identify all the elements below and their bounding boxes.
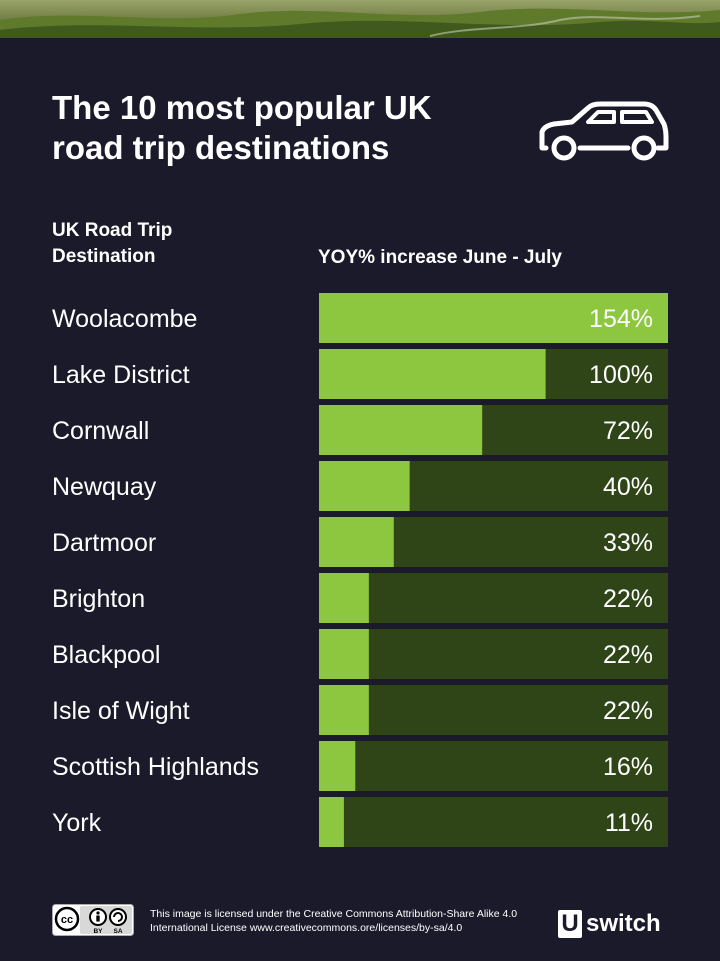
uswitch-logo-word: switch: [586, 910, 661, 937]
value-label: 100%: [589, 361, 653, 389]
value-label: 72%: [603, 417, 653, 445]
value-label: 11%: [605, 809, 653, 837]
cc-sa-label: SA: [113, 928, 122, 935]
uswitch-logo-box: U: [558, 910, 582, 938]
bar: [319, 293, 668, 343]
bar: [319, 349, 546, 399]
license-text: This image is licensed under the Creativ…: [150, 908, 518, 934]
bar: [319, 573, 369, 623]
page-title: The 10 most popular UK road trip destina…: [52, 89, 432, 166]
value-label: 40%: [603, 473, 653, 501]
bar: [319, 461, 410, 511]
category-label: York: [52, 809, 102, 837]
bar-track: [319, 629, 668, 679]
bar: [319, 629, 369, 679]
category-label: Woolacombe: [52, 305, 197, 333]
car-icon: [539, 101, 669, 161]
cc-symbol: cc: [61, 914, 73, 926]
value-label: 16%: [603, 753, 653, 781]
column-header-yoy-increase: YOY% increase June - July: [318, 247, 562, 268]
category-label: Dartmoor: [52, 529, 156, 557]
landscape-banner-image: [0, 0, 720, 38]
bar-track: [319, 741, 668, 791]
uswitch-logo: U switch: [558, 908, 661, 940]
bar-track: [319, 797, 668, 847]
category-label: Lake District: [52, 361, 190, 389]
value-label: 33%: [603, 529, 653, 557]
bar: [319, 685, 369, 735]
bar: [319, 517, 394, 567]
bar: [319, 741, 356, 791]
column-header-destination: UK Road Trip Destination: [52, 220, 173, 267]
category-label: Cornwall: [52, 417, 149, 445]
bar: [319, 405, 483, 455]
category-label: Brighton: [52, 585, 145, 613]
bar-track: [319, 573, 668, 623]
bar-track: [319, 685, 668, 735]
category-label: Scottish Highlands: [52, 753, 259, 781]
value-label: 22%: [603, 641, 653, 669]
bar: [319, 797, 344, 847]
creative-commons-badge: cc BY SA: [52, 904, 134, 936]
category-label: Blackpool: [52, 641, 160, 669]
value-label: 154%: [589, 305, 653, 333]
value-label: 22%: [603, 697, 653, 725]
category-label: Isle of Wight: [52, 697, 190, 725]
category-label: Newquay: [52, 473, 157, 501]
cc-by-label: BY: [93, 928, 103, 935]
value-label: 22%: [603, 585, 653, 613]
